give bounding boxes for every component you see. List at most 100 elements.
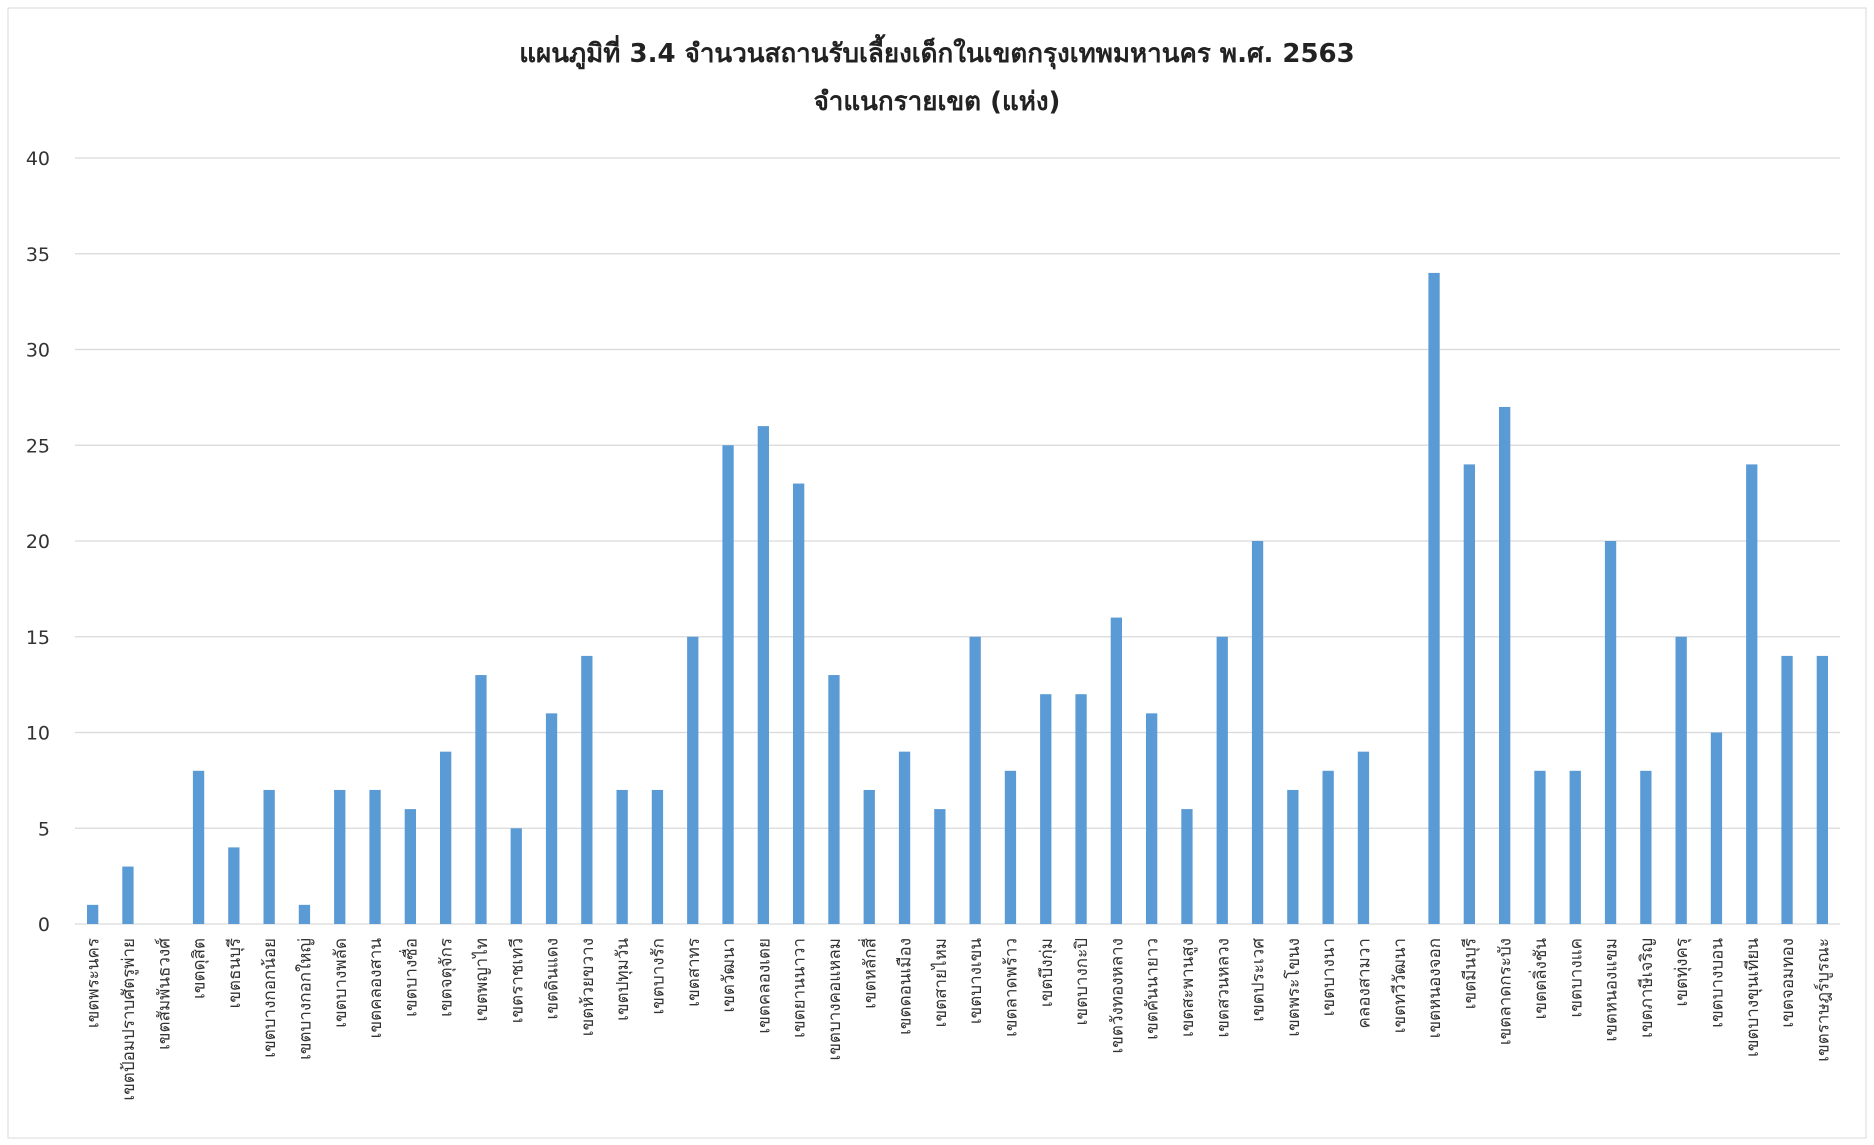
bar [1251,541,1264,924]
x-tick-label: เขตคลองเตย [754,938,774,1034]
x-tick-label: เขตราชเทวี [507,938,527,1023]
bar [934,809,946,924]
bar [1004,770,1017,924]
x-tick-label: เขตบางนา [1319,938,1339,1016]
x-tick-label: เขตยานนาวา [790,938,810,1038]
x-tick-label: เขตสัมพันธวงศ์ [154,938,174,1050]
bar [1428,272,1440,924]
chart-frame [7,7,1867,1139]
x-tick-label: เขตสวนหลวง [1213,938,1233,1038]
y-tick-label: 0 [38,914,50,936]
bar [1322,770,1334,924]
bars [87,272,1828,924]
x-tick-label: เขตคันนายาว [1143,938,1163,1040]
x-tick-label: เขตบางกอกน้อย [260,938,280,1058]
bar [440,751,452,924]
bar [1534,770,1546,924]
bar [228,847,240,924]
x-tick-label: เขตป้อมปราบศัตรูพ่าย [119,938,139,1101]
y-tick-label: 35 [26,244,50,266]
y-tick-label: 30 [26,340,50,362]
bar [1781,655,1793,924]
bar [898,751,911,924]
x-tick-label: เขตวังทองหลาง [1107,938,1127,1054]
x-tick-label: เขตบางขุนเทียน [1743,938,1763,1057]
x-tick-label: เขตจตุจักร [437,938,457,1017]
x-tick-label: เขตมีนบุรี [1460,938,1480,1009]
bar [1816,655,1828,924]
bar [192,770,205,924]
x-tick-label: เขตพญาไท [471,938,492,1021]
bar [510,828,522,924]
x-tick-label: เขตธนบุรี [225,938,245,1008]
y-tick-label: 15 [26,627,50,649]
x-tick-label: เขตบางกะปิ [1072,938,1092,1025]
x-tick-label: เขตบางบอน [1707,938,1727,1028]
x-tick-label: เขตสาทร [684,938,704,1007]
x-tick-label: เขตวัฒนา [719,938,739,1013]
bar [1463,464,1475,924]
x-tick-label: เขตบางแค [1566,938,1586,1017]
x-tick-label: เขตดอนเมือง [896,938,916,1035]
x-tick-label: เขตประเวศ [1249,938,1269,1022]
x-tick-label: เขตสายไหม [930,938,951,1027]
bar [87,904,99,924]
y-tick-label: 25 [26,435,50,457]
bar [1675,636,1687,924]
bar [863,789,875,924]
x-tick-label: เขตตลิ่งชัน [1528,938,1551,1020]
x-tick-label: เขตพระนคร [84,938,104,1028]
x-tick-label: เขตดุสิต [190,938,210,999]
bar [1499,406,1511,924]
bar [263,789,275,924]
x-tick-label: เขตราษฎร์บูรณะ [1813,938,1833,1062]
bar [722,445,734,924]
y-tick-label: 20 [26,531,50,553]
x-tick-label: คลองสามวา [1354,938,1374,1029]
bar [1075,694,1087,924]
bar [334,789,346,924]
bar [651,789,664,924]
bar [1287,789,1299,924]
x-tick-label: เขตภาษีเจริญ [1637,938,1657,1038]
bar [298,904,311,924]
bar [1640,770,1652,924]
chart-title: แผนภูมิที่ 3.4 จำนวนสถานรับเลี้ยงเด็กในเ… [519,33,1355,70]
x-tick-label: เขตบางพลัด [331,938,351,1028]
bar [369,789,381,924]
bar [1604,541,1617,924]
x-tick-label: เขตบางเขน [966,938,986,1025]
bar [581,655,593,924]
x-tick-label: เขตหนองจอก [1425,938,1445,1038]
bar [1146,713,1158,924]
y-tick-label: 40 [26,148,50,170]
x-tick-label: เขตบางคอแหลม [825,938,845,1060]
x-tick-label: เขตทุ่งครุ [1672,938,1692,1006]
bar [1357,751,1370,924]
bar [1746,464,1758,924]
x-tick-label: เขตพระโขนง [1283,938,1304,1037]
x-tick-label: เขตลาดกระบัง [1496,938,1516,1045]
x-tick-label: เขตลาดพร้าว [1001,938,1021,1037]
bar [1216,636,1228,924]
bar [757,426,769,924]
x-axis-labels: เขตพระนคร เขตป้อมปราบศัตรูพ่าย เขตสัมพันธว… [84,937,1834,1100]
bar [616,789,628,924]
y-tick-label: 10 [26,723,50,745]
gridlines [75,157,1840,925]
x-tick-label: เขตดินแดง [543,938,563,1019]
bar [1181,809,1193,924]
x-tick-label: เขตหลักสี่ [857,937,880,1008]
bar [1040,694,1052,924]
bar [969,636,981,924]
bar [122,866,134,924]
bar [828,675,840,924]
x-tick-label: เขตทวีวัฒนา [1390,938,1410,1033]
x-tick-label: เขตห้วยขวาง [578,938,598,1036]
y-tick-label: 5 [38,818,50,840]
bar [475,675,487,924]
bar [793,483,805,924]
bar [545,713,558,924]
